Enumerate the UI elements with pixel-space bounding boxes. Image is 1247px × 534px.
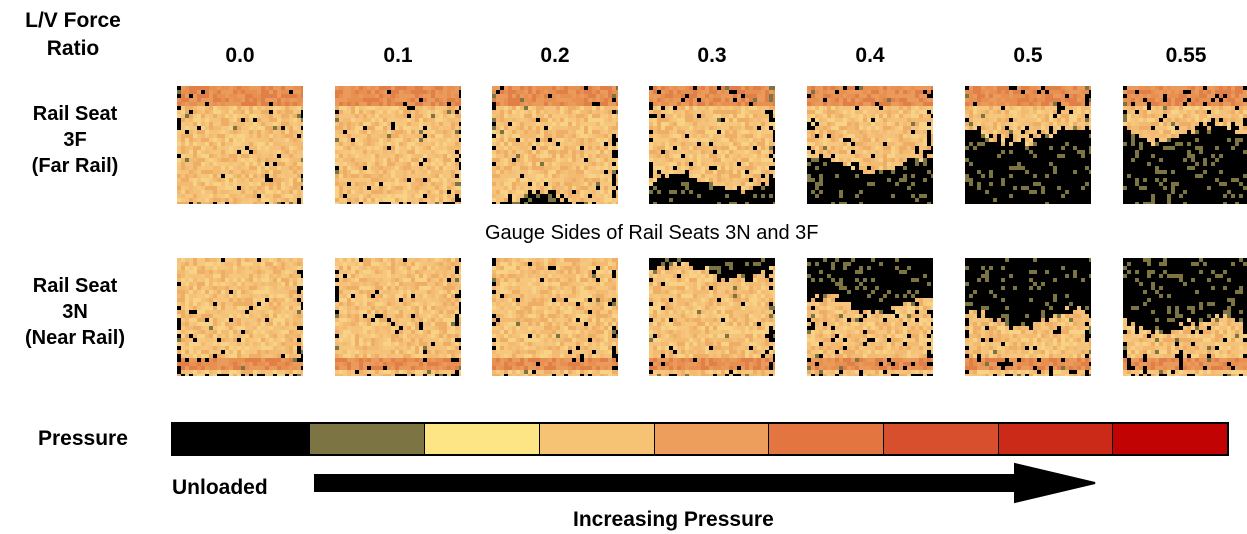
- pressure-map-cells: [649, 258, 775, 376]
- pressure-map: [1123, 258, 1247, 376]
- row-label-3n-line3: (Near Rail): [24, 327, 126, 349]
- pressure-map: [492, 86, 618, 204]
- pressure-color-scale: [171, 422, 1229, 456]
- row-label-3f: Rail Seat 3F (Far Rail): [10, 101, 140, 179]
- pressure-swatch: [883, 424, 999, 454]
- pressure-map-cells: [492, 258, 618, 376]
- pressure-swatch: [998, 424, 1114, 454]
- ratio-heading: 0.55: [1165, 44, 1207, 67]
- pressure-swatch: [769, 424, 884, 454]
- unloaded-label: Unloaded: [172, 476, 268, 499]
- row-label-3f-line1: Rail Seat: [32, 103, 118, 125]
- pressure-map: [965, 86, 1091, 204]
- pressure-swatch: [173, 424, 311, 454]
- pressure-map-cells: [1123, 258, 1247, 376]
- row-label-3n-line2: 3N: [62, 301, 88, 323]
- pressure-map: [649, 86, 775, 204]
- pressure-map-cells: [335, 258, 461, 376]
- pressure-map: [335, 86, 461, 204]
- pressure-map-cells: [965, 86, 1091, 204]
- increasing-pressure-label: Increasing Pressure: [573, 508, 774, 531]
- pressure-label: Pressure: [38, 427, 128, 450]
- pressure-map-cells: [177, 258, 303, 376]
- pressure-map-cells: [335, 86, 461, 204]
- pressure-map-cells: [1123, 86, 1247, 204]
- row-label-3f-line3: (Far Rail): [31, 155, 119, 177]
- pressure-map-cells: [649, 86, 775, 204]
- row-label-3n-line1: Rail Seat: [32, 275, 118, 297]
- pressure-swatch: [310, 424, 426, 454]
- pressure-map-cells: [965, 258, 1091, 376]
- pressure-map: [177, 258, 303, 376]
- pressure-map-cells: [492, 86, 618, 204]
- ratio-heading: 0.2: [540, 44, 570, 67]
- pressure-map-cells: [177, 86, 303, 204]
- pressure-map: [492, 258, 618, 376]
- pressure-swatch: [425, 424, 540, 454]
- pressure-map-cells: [807, 86, 933, 204]
- increasing-arrow-shape: [314, 462, 1096, 504]
- increasing-arrow: [314, 462, 1096, 504]
- gauge-caption: Gauge Sides of Rail Seats 3N and 3F: [485, 222, 819, 244]
- lv-header-line1: L/V Force: [25, 9, 121, 32]
- pressure-map: [807, 86, 933, 204]
- row-label-3f-line2: 3F: [63, 129, 87, 151]
- pressure-map: [1123, 86, 1247, 204]
- pressure-swatch: [1113, 424, 1228, 454]
- pressure-map: [965, 258, 1091, 376]
- lv-header-line2: Ratio: [46, 37, 100, 60]
- pressure-map: [335, 258, 461, 376]
- ratio-heading: 0.0: [225, 44, 255, 67]
- row-label-3n: Rail Seat 3N (Near Rail): [10, 273, 140, 351]
- pressure-swatch: [539, 424, 655, 454]
- ratio-heading: 0.3: [697, 44, 727, 67]
- pressure-map-cells: [807, 258, 933, 376]
- pressure-map: [807, 258, 933, 376]
- pressure-map: [177, 86, 303, 204]
- pressure-swatch: [654, 424, 770, 454]
- ratio-heading: 0.5: [1013, 44, 1043, 67]
- lv-header: L/V Force Ratio: [8, 7, 138, 63]
- pressure-map: [649, 258, 775, 376]
- ratio-heading: 0.4: [855, 44, 885, 67]
- ratio-heading: 0.1: [383, 44, 413, 67]
